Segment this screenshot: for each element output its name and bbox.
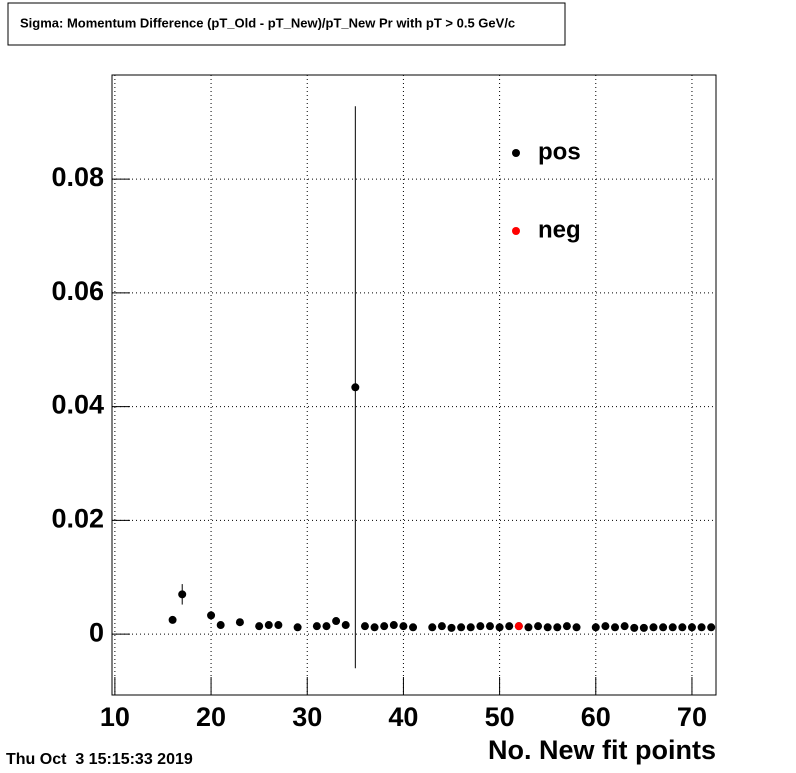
data-point <box>466 623 475 632</box>
data-point <box>476 622 485 631</box>
data-point <box>235 618 244 627</box>
data-point <box>274 621 283 630</box>
data-point <box>428 623 437 632</box>
data-point <box>409 623 418 632</box>
data-point <box>437 622 446 631</box>
y-tick-label: 0.02 <box>51 504 104 534</box>
legend-label: neg <box>538 216 581 243</box>
y-tick-label: 0.06 <box>51 276 104 306</box>
data-point <box>505 622 514 631</box>
x-tick-label: 20 <box>196 702 226 732</box>
data-point <box>562 622 571 631</box>
data-point <box>322 622 331 631</box>
data-point <box>495 623 504 632</box>
data-point <box>697 623 706 632</box>
data-point <box>380 622 389 631</box>
data-point <box>399 622 408 631</box>
x-axis-label: No. New fit points <box>488 735 716 765</box>
data-point <box>639 623 648 632</box>
data-point <box>370 623 379 632</box>
data-point <box>351 383 360 392</box>
data-point <box>678 623 687 632</box>
data-point <box>668 623 677 632</box>
data-point <box>687 623 696 632</box>
data-point <box>553 623 562 632</box>
data-point <box>620 622 629 631</box>
data-point <box>707 623 716 632</box>
data-point <box>534 622 543 631</box>
data-point <box>572 623 581 632</box>
chart-title: Sigma: Momentum Difference (pT_Old - pT_… <box>20 15 515 30</box>
title-box <box>7 2 566 46</box>
data-point <box>611 623 620 632</box>
data-point <box>447 623 456 632</box>
legend-marker <box>512 227 520 235</box>
y-tick-label: 0.08 <box>51 162 104 192</box>
data-point <box>649 623 658 632</box>
data-point <box>168 615 177 624</box>
x-tick-label: 10 <box>100 702 130 732</box>
data-point <box>457 623 466 632</box>
data-point <box>178 590 187 599</box>
data-point <box>485 622 494 631</box>
data-point <box>216 621 225 630</box>
legend-label: pos <box>538 138 581 165</box>
data-point <box>591 623 600 632</box>
data-point <box>360 622 369 631</box>
data-point <box>255 622 264 631</box>
data-point <box>630 623 639 632</box>
data-point <box>659 623 668 632</box>
x-tick-label: 30 <box>292 702 322 732</box>
x-tick-label: 70 <box>677 702 707 732</box>
timestamp: Thu Oct 3 15:15:33 2019 <box>6 751 193 768</box>
x-tick-label: 50 <box>485 702 515 732</box>
data-point <box>332 617 341 626</box>
data-point <box>341 621 350 630</box>
data-point <box>601 622 610 631</box>
legend-marker <box>512 149 520 157</box>
data-point <box>389 621 398 630</box>
data-point <box>293 623 302 632</box>
plot-frame <box>111 74 717 696</box>
y-tick-label: 0.04 <box>51 390 104 420</box>
data-point <box>312 622 321 631</box>
data-point <box>514 622 523 631</box>
data-point <box>207 611 216 620</box>
x-tick-label: 60 <box>581 702 611 732</box>
y-tick-label: 0 <box>89 617 104 647</box>
data-point <box>524 623 533 632</box>
data-point <box>264 621 273 630</box>
data-point <box>543 623 552 632</box>
legend <box>492 120 714 270</box>
x-tick-label: 40 <box>388 702 418 732</box>
